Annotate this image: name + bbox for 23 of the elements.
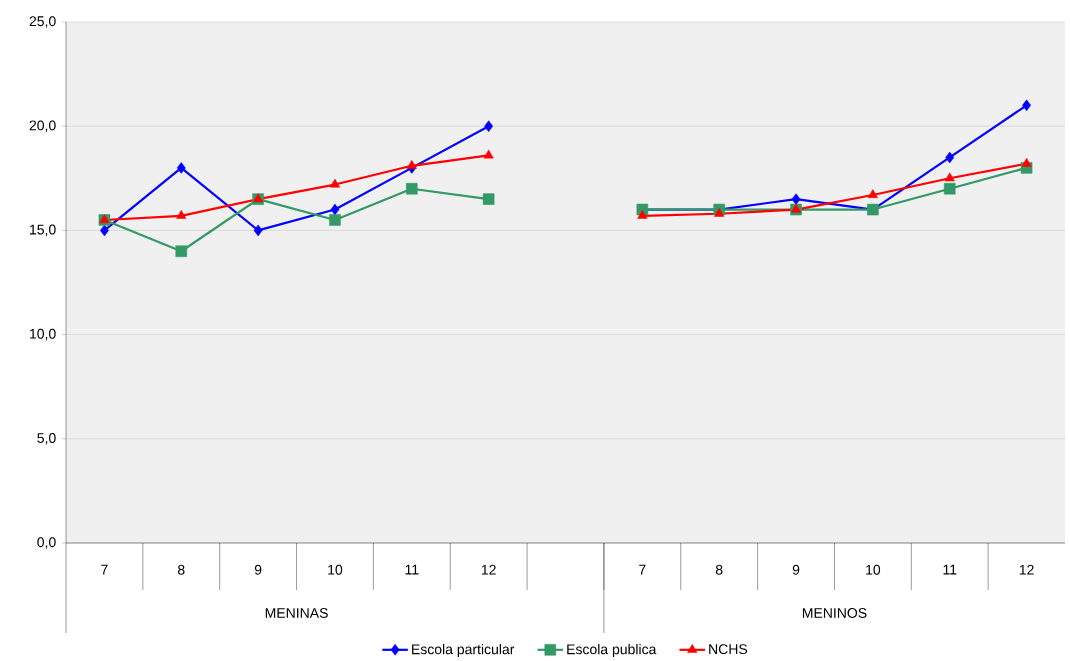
y-tick-label: 10,0 xyxy=(30,328,56,341)
x-tick-label: 9 xyxy=(792,564,800,575)
x-tick-label: 11 xyxy=(943,564,957,575)
y-tick-label: 15,0 xyxy=(30,224,56,237)
text: MENINOS xyxy=(802,608,867,618)
x-tick-label: 12 xyxy=(481,564,496,575)
y-tick-label: 20,0 xyxy=(29,120,56,132)
x-tick-label: 12 xyxy=(1019,564,1034,575)
y-tick-label: 0,0 xyxy=(37,537,56,549)
legend-label: Escola publica xyxy=(567,643,657,658)
x-tick-label: 10 xyxy=(328,564,343,575)
x-tick-label: 7 xyxy=(101,564,108,575)
x-tick-label: 11 xyxy=(405,564,419,575)
x-tick-label: 9 xyxy=(254,564,262,575)
y-tick-label: 25,0 xyxy=(29,16,56,28)
x-tick-label: 7 xyxy=(639,564,646,575)
x-tick-label: 8 xyxy=(177,564,185,575)
x-tick-label: 10 xyxy=(866,564,881,575)
legend-label: Escola particular xyxy=(412,643,515,658)
x-tick-label: 8 xyxy=(715,564,723,575)
y-tick-label: 5,0 xyxy=(37,433,56,445)
legend-label: NCHS xyxy=(709,644,748,655)
text: MENINAS xyxy=(265,608,328,618)
